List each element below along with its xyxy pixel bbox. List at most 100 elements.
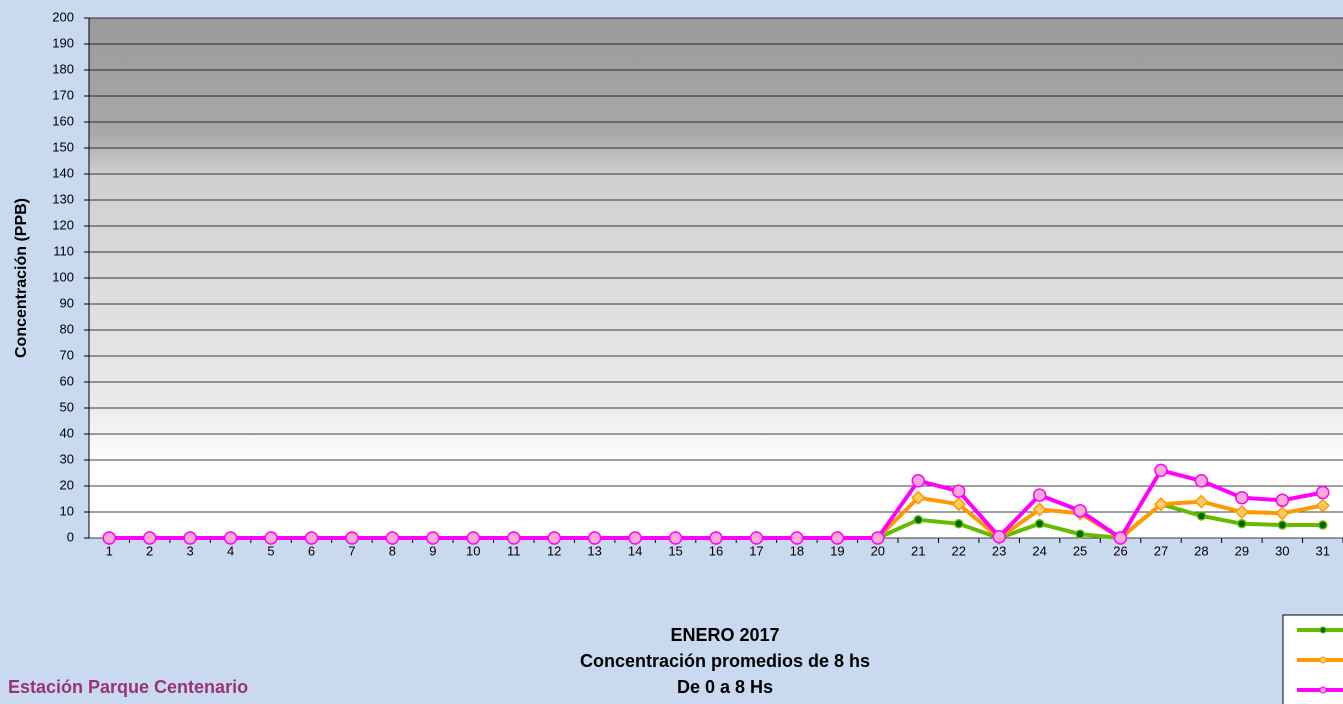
point xyxy=(1113,531,1128,545)
point xyxy=(385,531,400,545)
point xyxy=(1194,494,1209,509)
x-tick-label: 22 xyxy=(951,543,965,558)
point xyxy=(223,531,238,545)
point xyxy=(668,531,683,545)
point xyxy=(1154,463,1168,478)
point xyxy=(992,529,1006,544)
point xyxy=(506,531,521,545)
x-tick-label: 30 xyxy=(1275,543,1289,558)
x-tick-label: 20 xyxy=(871,543,885,558)
y-tick-label: 140 xyxy=(52,165,74,180)
point xyxy=(466,531,481,545)
x-tick-label: 4 xyxy=(227,543,234,558)
y-tick-label: 70 xyxy=(60,347,74,362)
legend-marker xyxy=(1319,686,1327,694)
point xyxy=(1318,520,1328,530)
chart-title: ENERO 2017 xyxy=(670,625,779,645)
x-tick-label: 14 xyxy=(628,543,642,558)
x-tick-label: 28 xyxy=(1194,543,1208,558)
x-tick-label: 9 xyxy=(429,543,436,558)
point xyxy=(628,531,642,545)
y-tick-label: 10 xyxy=(60,503,74,518)
x-tick-label: 18 xyxy=(790,543,804,558)
station-label: Estación Parque Centenario xyxy=(8,677,248,697)
point xyxy=(102,531,116,545)
x-tick-label: 13 xyxy=(587,543,601,558)
y-tick-label: 160 xyxy=(52,113,74,128)
x-tick-label: 24 xyxy=(1032,543,1046,558)
y-tick-label: 50 xyxy=(60,399,74,414)
x-tick-label: 6 xyxy=(308,543,315,558)
y-tick-label: 170 xyxy=(52,87,74,102)
x-tick-label: 8 xyxy=(389,543,396,558)
point xyxy=(953,518,964,529)
point xyxy=(1073,503,1087,518)
x-tick-label: 2 xyxy=(146,543,153,558)
point xyxy=(1034,518,1045,529)
x-tick-label: 1 xyxy=(106,543,113,558)
point xyxy=(790,531,804,545)
y-tick-label: 150 xyxy=(52,139,74,154)
x-tick-label: 19 xyxy=(830,543,844,558)
point xyxy=(1275,506,1290,521)
y-tick-label: 0 xyxy=(67,529,74,544)
y-tick-label: 100 xyxy=(52,269,74,284)
point xyxy=(871,531,885,545)
point xyxy=(1032,502,1047,517)
y-axis-label: Concentración (PPB) xyxy=(13,198,30,358)
point xyxy=(1316,485,1330,500)
y-tick-label: 110 xyxy=(53,243,74,258)
legend-marker xyxy=(1319,656,1327,664)
point xyxy=(1277,520,1288,530)
point xyxy=(911,474,926,488)
point xyxy=(587,531,602,545)
point xyxy=(426,531,440,545)
point xyxy=(709,531,723,545)
x-tick-label: 23 xyxy=(992,543,1006,558)
point xyxy=(749,531,764,545)
legend-marker xyxy=(1319,626,1327,634)
point xyxy=(1235,490,1249,505)
x-tick-label: 12 xyxy=(547,543,561,558)
x-tick-label: 29 xyxy=(1235,543,1249,558)
x-tick-label: 16 xyxy=(709,543,723,558)
y-tick-label: 130 xyxy=(52,191,74,206)
point xyxy=(345,531,359,545)
point xyxy=(1275,493,1290,508)
point xyxy=(1075,529,1085,539)
point xyxy=(1194,474,1209,488)
x-tick-label: 17 xyxy=(749,543,763,558)
point xyxy=(264,531,278,545)
x-tick-label: 15 xyxy=(668,543,682,558)
point xyxy=(913,515,924,525)
x-tick-label: 11 xyxy=(507,543,521,558)
x-tick-label: 7 xyxy=(348,543,355,558)
point xyxy=(1196,511,1207,521)
chart-title: Concentración promedios de 8 hs xyxy=(580,651,870,671)
point xyxy=(142,531,157,545)
x-tick-label: 10 xyxy=(466,543,480,558)
x-tick-label: 5 xyxy=(267,543,274,558)
y-tick-label: 190 xyxy=(52,35,74,50)
point xyxy=(1237,518,1247,529)
y-tick-label: 20 xyxy=(60,477,74,492)
point xyxy=(830,531,845,545)
y-tick-label: 200 xyxy=(52,9,74,24)
y-tick-label: 120 xyxy=(52,217,74,232)
point xyxy=(304,531,319,545)
point xyxy=(183,531,197,545)
point xyxy=(1234,504,1249,520)
x-tick-label: 31 xyxy=(1316,543,1330,558)
point xyxy=(1032,488,1047,502)
point xyxy=(1153,497,1169,512)
point xyxy=(547,531,561,545)
y-tick-label: 90 xyxy=(60,295,74,310)
y-tick-label: 80 xyxy=(60,321,74,336)
x-tick-label: 25 xyxy=(1073,543,1087,558)
chart-title: De 0 a 8 Hs xyxy=(677,677,773,697)
y-tick-label: 60 xyxy=(60,373,74,388)
point xyxy=(911,490,926,505)
x-tick-label: 3 xyxy=(187,543,194,558)
